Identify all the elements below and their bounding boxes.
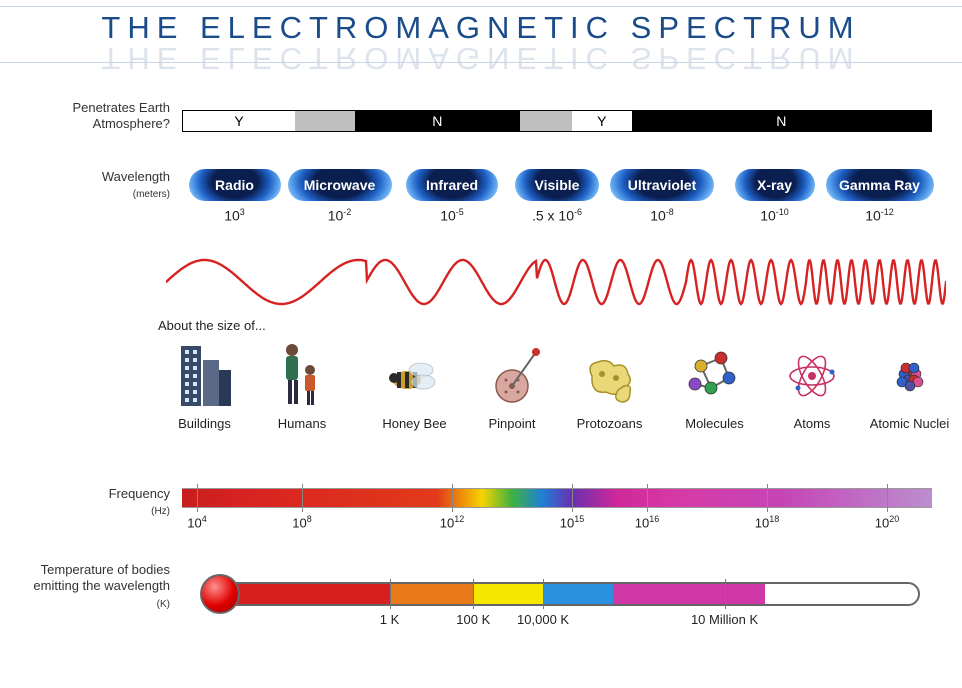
thermometer-fill-segment xyxy=(474,584,543,604)
molecule-icon xyxy=(670,336,760,410)
wavelength-value: .5 x 10-6 xyxy=(532,207,582,224)
bee-icon xyxy=(370,336,460,410)
temperature-label: Temperature of bodies emitting the wavel… xyxy=(0,562,170,611)
frequency-tick-label: 1020 xyxy=(875,514,899,530)
band-pill: Radio xyxy=(189,169,281,201)
size-icon-cell: Humans xyxy=(257,336,347,431)
penetrates-segment: Y xyxy=(572,111,632,131)
thermometer-bulb xyxy=(200,574,240,614)
wavelength-value: 10-8 xyxy=(650,207,674,224)
sizeof-label: About the size of... xyxy=(158,318,266,333)
frequency-tick xyxy=(887,484,888,512)
size-icon-label: Protozoans xyxy=(565,416,655,431)
frequency-tick xyxy=(452,484,453,512)
thermometer-tick xyxy=(725,579,726,609)
penetrates-bar: YNYN xyxy=(182,110,932,132)
band-pill: Ultraviolet xyxy=(610,169,714,201)
wavelength-label: Wavelength (meters) xyxy=(0,169,170,202)
frequency-tick xyxy=(302,484,303,512)
buildings-icon xyxy=(160,336,250,410)
wavelength-value: 10-10 xyxy=(760,207,789,224)
size-icon-cell: Pinpoint xyxy=(467,336,557,431)
wave-graphic xyxy=(166,250,946,314)
penetrates-segment: N xyxy=(632,111,931,131)
frequency-tick-label: 1016 xyxy=(635,514,659,530)
thermometer-fill-segment xyxy=(543,584,612,604)
band-pill: Infrared xyxy=(406,169,498,201)
band-pills: RadioMicrowave Infrared Visible Ultraviolet… xyxy=(182,165,932,209)
size-icon-label: Honey Bee xyxy=(370,416,460,431)
frequency-tick xyxy=(572,484,573,512)
size-icon-label: Atomic Nuclei xyxy=(865,416,955,431)
wavelength-values: 103 10-2 10-5 .5 x 10-6 10-8 10-10 10-12 xyxy=(182,207,932,231)
thermometer-tick-label: 10,000 K xyxy=(517,612,569,627)
penetrates-segment: N xyxy=(355,111,520,131)
band-pill: Gamma Ray xyxy=(826,169,934,201)
size-icon-cell: Protozoans xyxy=(565,336,655,431)
thermometer-fill-segment xyxy=(613,584,766,604)
penetrates-segment xyxy=(295,111,355,131)
size-icon-label: Humans xyxy=(257,416,347,431)
frequency-tick-label: 104 xyxy=(187,514,206,530)
wavelength-value: 10-2 xyxy=(328,207,352,224)
wavelength-value: 10-5 xyxy=(440,207,464,224)
frequency-tick xyxy=(647,484,648,512)
frequency-tick-label: 108 xyxy=(292,514,311,530)
penetrates-segment xyxy=(520,111,572,131)
frequency-tick xyxy=(767,484,768,512)
pin-icon xyxy=(467,336,557,410)
frequency-tick xyxy=(197,484,198,512)
wavelength-value: 103 xyxy=(224,207,245,224)
size-icon-label: Atoms xyxy=(767,416,857,431)
size-icon-cell: Atomic Nuclei xyxy=(865,336,955,431)
frequency-tick-label: 1015 xyxy=(560,514,584,530)
thermometer-tick xyxy=(543,579,544,609)
size-icon-label: Buildings xyxy=(160,416,250,431)
size-icon-cell: Atoms xyxy=(767,336,857,431)
size-icon-cell: Molecules xyxy=(670,336,760,431)
thermometer-tick xyxy=(473,579,474,609)
thermometer-tick-label: 100 K xyxy=(456,612,490,627)
thermometer-fill-segment xyxy=(224,584,391,604)
penetrates-label: Penetrates Earth Atmosphere? xyxy=(0,100,170,133)
wave-svg xyxy=(166,250,946,314)
title-reflection: THE ELECTROMAGNETIC SPECTRUM xyxy=(0,40,962,76)
nucleus-icon xyxy=(865,336,955,410)
thermometer-tick xyxy=(390,579,391,609)
protozoan-icon xyxy=(565,336,655,410)
title-block: THE ELECTROMAGNETIC SPECTRUM THE ELECTRO… xyxy=(0,0,962,76)
size-icons: BuildingsHumansHoney BeePinpointProtozoa… xyxy=(182,336,932,446)
thermometer-tick-label: 1 K xyxy=(380,612,400,627)
frequency-bar xyxy=(182,488,932,508)
frequency-label: Frequency (Hz) xyxy=(0,486,170,519)
frequency-tick-label: 1018 xyxy=(755,514,779,530)
size-icon-cell: Honey Bee xyxy=(370,336,460,431)
atom-icon xyxy=(767,336,857,410)
penetrates-segment: Y xyxy=(183,111,295,131)
thermometer-tube xyxy=(222,582,920,606)
thermometer-tick-label: 10 Million K xyxy=(691,612,758,627)
size-icon-cell: Buildings xyxy=(160,336,250,431)
size-icon-label: Molecules xyxy=(670,416,760,431)
band-pill: X-ray xyxy=(735,169,815,201)
frequency-tick-label: 1012 xyxy=(440,514,464,530)
wavelength-value: 10-12 xyxy=(865,207,894,224)
band-pill: Microwave xyxy=(288,169,392,201)
thermometer-fill-segment xyxy=(391,584,474,604)
thermometer xyxy=(200,582,920,610)
size-icon-label: Pinpoint xyxy=(467,416,557,431)
humans-icon xyxy=(257,336,347,410)
band-pill: Visible xyxy=(515,169,599,201)
